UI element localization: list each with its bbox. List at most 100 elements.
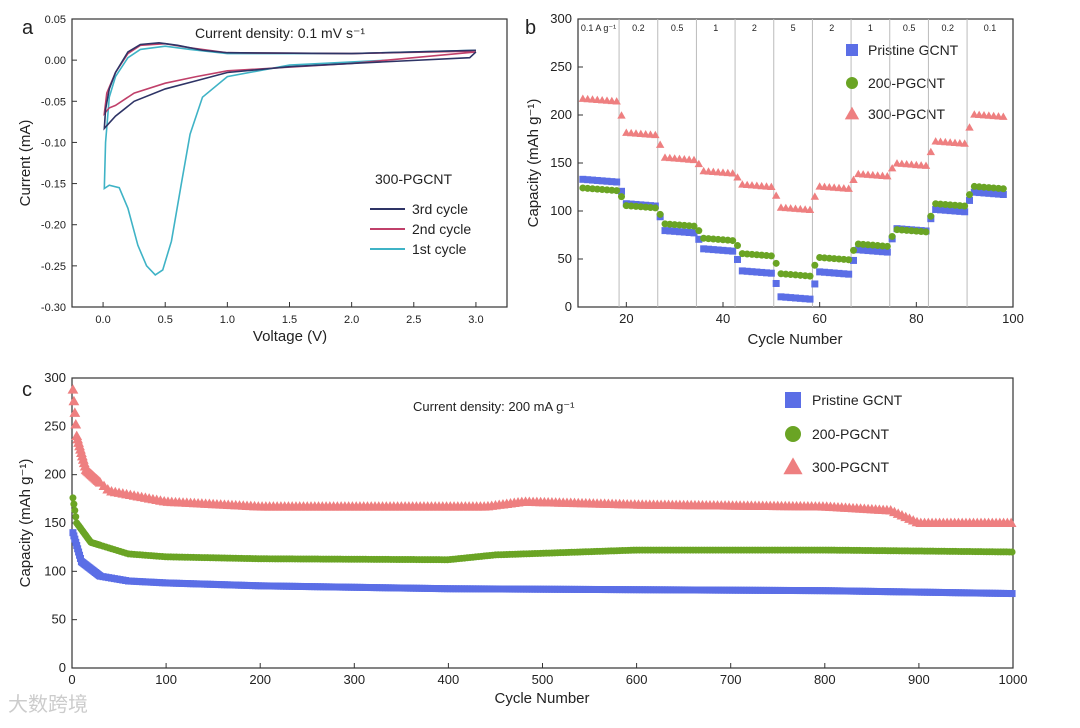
data-point-square — [758, 268, 766, 276]
rate-label: 0.2 — [941, 23, 954, 33]
data-point-square — [719, 246, 727, 254]
plot-frame-b — [577, 18, 1014, 308]
data-point-triangle — [68, 395, 80, 406]
data-point-triangle — [612, 97, 621, 105]
data-point-square — [835, 269, 843, 277]
y-tick-label-a: -0.05 — [41, 96, 66, 108]
x-tick-label-c: 1000 — [999, 672, 1028, 687]
data-point-circle — [618, 193, 625, 201]
data-point-triangle — [965, 123, 974, 131]
data-point-square — [700, 245, 708, 253]
data-point-square — [811, 280, 819, 288]
panel-label-c: c — [22, 379, 32, 401]
cv-curve-1st-cycle — [103, 45, 476, 276]
legend-b-2: 300-PGCNT — [868, 106, 945, 122]
x-tick-label-c: 500 — [532, 672, 554, 687]
xlabel-a: Voltage (V) — [253, 328, 327, 345]
data-point-square — [883, 248, 891, 256]
data-point-circle — [71, 506, 79, 514]
y-tick-label-b: 300 — [550, 11, 572, 26]
data-point-square — [990, 190, 998, 198]
data-point-square — [593, 176, 601, 184]
data-point-square — [874, 247, 882, 255]
data-point-triangle — [805, 205, 815, 213]
x-tick-label-b: 80 — [909, 311, 923, 326]
plot-frame-c — [71, 377, 1014, 669]
x-tick-label-b: 20 — [619, 311, 633, 326]
data-point-square — [661, 227, 669, 235]
data-point-square — [825, 269, 833, 277]
data-point-triangle — [999, 112, 1008, 120]
rate-label: 0.5 — [903, 23, 916, 33]
data-point-square — [705, 245, 712, 253]
data-point-circle — [845, 256, 853, 264]
xlabel-c: Cycle Number — [494, 690, 589, 707]
rate-label: 1 — [868, 23, 873, 33]
data-point-square — [840, 270, 848, 278]
ylabel-b: Capacity (mAh g⁻¹) — [525, 99, 542, 228]
data-point-square — [951, 207, 959, 215]
legend-marker-c — [785, 392, 801, 408]
data-point-square — [777, 293, 785, 301]
data-point-triangle — [617, 111, 626, 119]
data-point-triangle — [926, 147, 936, 156]
y-tick-label-b: 200 — [550, 107, 572, 122]
data-point-square — [850, 256, 857, 264]
rate-label: 1 — [713, 23, 718, 33]
x-tick-label-c: 400 — [438, 672, 460, 687]
y-tick-label-c: 300 — [44, 370, 66, 385]
data-point-circle — [883, 242, 891, 250]
data-point-circle — [961, 202, 969, 210]
legend-marker-b — [846, 44, 858, 56]
rate-label: 0.1 — [984, 23, 997, 33]
data-point-circle — [729, 237, 737, 245]
data-point-square — [946, 207, 954, 215]
panel-label-a: a — [22, 17, 34, 39]
data-point-triangle — [921, 161, 931, 169]
rate-label: 0.2 — [632, 23, 645, 33]
data-point-square — [999, 190, 1007, 198]
y-tick-label-a: -0.15 — [41, 179, 66, 191]
data-point-circle — [811, 261, 819, 269]
x-tick-label-a: 1.0 — [220, 314, 235, 326]
panel-label-b: b — [525, 17, 536, 39]
legend-marker-c — [785, 426, 801, 442]
legend-title-a: 300-PGCNT — [375, 171, 452, 187]
x-tick-label-c: 300 — [343, 672, 365, 687]
data-point-triangle — [849, 175, 858, 183]
ylabel-c: Capacity (mAh g⁻¹) — [17, 459, 34, 588]
data-point-triangle — [887, 164, 897, 172]
x-tick-label-a: 2.5 — [406, 314, 421, 326]
data-point-square — [864, 247, 872, 255]
x-tick-label-b: 40 — [716, 311, 730, 326]
x-tick-label-b: 60 — [812, 311, 826, 326]
y-tick-label-a: 0.05 — [45, 14, 66, 26]
legend-marker-b — [846, 77, 858, 89]
data-point-square — [618, 187, 625, 195]
x-tick-label-c: 600 — [626, 672, 648, 687]
annotation-a: Current density: 0.1 mV s⁻¹ — [195, 25, 365, 41]
data-point-square — [729, 247, 737, 255]
ylabel-a: Current (mA) — [17, 120, 34, 207]
data-point-square — [608, 178, 616, 186]
data-point-square — [690, 229, 698, 237]
legend-c-1: 200-PGCNT — [812, 426, 889, 442]
y-tick-label-b: 100 — [550, 203, 572, 218]
data-point-square — [816, 268, 824, 276]
data-point-square — [695, 235, 703, 243]
legend-b-1: 200-PGCNT — [868, 75, 945, 91]
x-tick-label-c: 200 — [249, 672, 271, 687]
data-point-circle — [767, 252, 775, 260]
data-point-square — [676, 228, 683, 236]
data-point-circle — [922, 228, 930, 236]
annotation-c: Current density: 200 mA g⁻¹ — [413, 399, 575, 414]
data-point-square — [671, 227, 679, 235]
data-point-triangle — [651, 130, 660, 139]
watermark: 大数跨境 — [8, 692, 88, 716]
legend-a-0: 3rd cycle — [412, 201, 468, 217]
y-tick-label-b: 0 — [565, 299, 572, 314]
data-point-circle — [695, 227, 703, 235]
data-point-square — [821, 268, 828, 276]
